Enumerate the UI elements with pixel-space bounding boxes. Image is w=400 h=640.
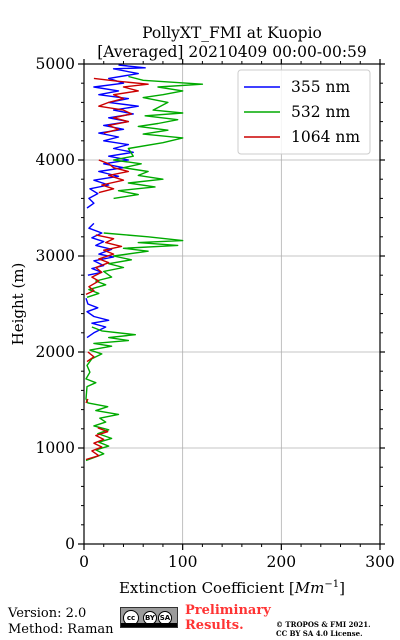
x-tick-label: 100 xyxy=(168,553,198,571)
x-axis-label: Extinction Coefficient [Mm−1] xyxy=(119,579,345,597)
y-tick-label: 2000 xyxy=(36,343,75,361)
chart-title-line2: [Averaged] 20210409 00:00-00:59 xyxy=(97,43,367,61)
chart: PollyXT_FMI at Kuopio [Averaged] 2021040… xyxy=(9,24,395,597)
version-text: Version: 2.0 xyxy=(8,606,87,621)
series-line-1064-nm xyxy=(85,234,123,296)
x-axis-label-text: Extinction Coefficient [ xyxy=(119,579,295,597)
y-tick-label: 4000 xyxy=(36,151,75,169)
x-axis-label-close: ] xyxy=(339,579,345,597)
series-line-1064-nm xyxy=(85,398,89,404)
y-tick-label: 3000 xyxy=(36,247,75,265)
series-line-355-nm xyxy=(86,64,146,209)
plot-frame xyxy=(83,63,381,545)
series-line-1064-nm xyxy=(86,351,95,363)
x-axis-label-unit: Mm xyxy=(294,579,325,597)
legend: 355 nm 532 nm 1064 nm xyxy=(237,69,371,155)
series-line-532-nm xyxy=(112,75,204,200)
series-line-1064-nm xyxy=(85,427,109,461)
preliminary-line2: Results. xyxy=(185,618,244,633)
legend-box xyxy=(237,69,371,155)
y-tick-label: 5000 xyxy=(36,55,75,73)
x-tick-label: 300 xyxy=(365,553,395,571)
series-line-355-nm xyxy=(87,222,115,276)
x-tick-label: 200 xyxy=(267,553,297,571)
copyright-line1: © TROPOS & FMI 2021. xyxy=(276,620,371,629)
series-group xyxy=(85,64,204,462)
method-text: Method: Raman xyxy=(8,622,114,637)
x-tick-label: 0 xyxy=(79,553,89,571)
ticks xyxy=(78,59,385,550)
cc-icon: cc xyxy=(123,610,139,626)
series-line-1064-nm xyxy=(93,77,149,134)
series-line-532-nm xyxy=(86,232,184,298)
copyright-text: © TROPOS & FMI 2021. CC BY SA 4.0 Licens… xyxy=(276,620,371,638)
chart-title-line1: PollyXT_FMI at Kuopio xyxy=(142,24,322,42)
copyright-line2: CC BY SA 4.0 License. xyxy=(276,629,363,638)
series-line-1064-nm xyxy=(98,159,130,194)
preliminary-results-text: Preliminary Results. xyxy=(185,603,271,633)
y-tick-label: 1000 xyxy=(36,439,75,457)
series-line-532-nm xyxy=(85,326,137,462)
legend-label-532: 532 nm xyxy=(291,103,350,121)
x-axis-label-exp: −1 xyxy=(324,579,339,590)
legend-label-1064: 1064 nm xyxy=(291,128,360,146)
legend-label-355: 355 nm xyxy=(291,78,350,96)
badge-strip xyxy=(121,623,177,627)
preliminary-line1: Preliminary xyxy=(185,603,271,618)
y-axis-label: Height (m) xyxy=(9,263,27,346)
cc-license-badge: cc BY SA xyxy=(120,607,178,628)
y-tick-label: 0 xyxy=(65,535,75,553)
